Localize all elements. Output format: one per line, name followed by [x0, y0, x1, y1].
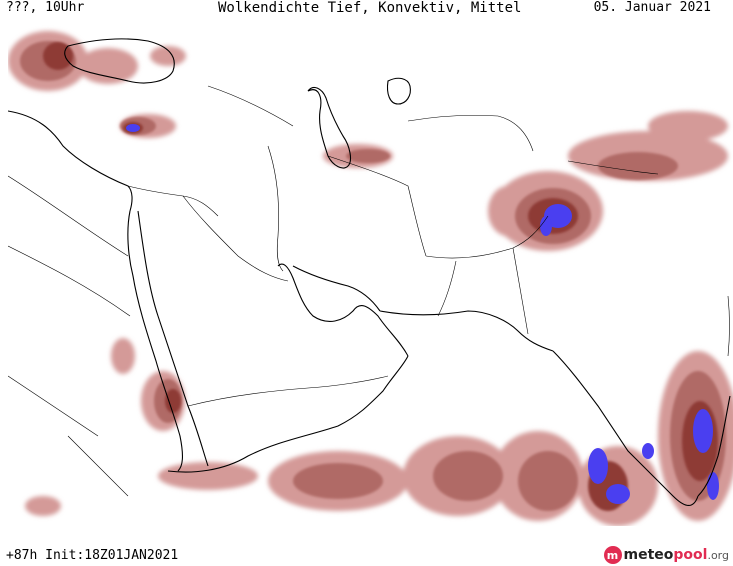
run-info: +87h Init:18Z01JAN2021	[6, 548, 179, 563]
logo-text-org: .org	[707, 548, 729, 562]
cloud-density-layer	[8, 31, 733, 526]
cloud-max-areas	[126, 124, 719, 504]
meteopool-logo[interactable]: m meteo pool .org	[603, 545, 729, 565]
meteopool-logo-icon: m	[603, 546, 622, 564]
map-title: Wolkendichte Tief, Konvektiv, Mittel	[218, 0, 522, 16]
forecast-time-label: ???, 10Uhr	[6, 0, 85, 15]
weather-map	[8, 31, 733, 526]
cloud-light-areas	[8, 31, 733, 526]
logo-text-pool: pool	[673, 547, 708, 563]
forecast-date: 05. Januar 2021	[593, 0, 711, 15]
logo-text-meteo: meteo	[623, 547, 674, 563]
cloud-medium-areas	[20, 41, 726, 511]
country-borders	[8, 85, 730, 497]
coastlines	[8, 38, 731, 506]
cloud-dense-areas	[43, 42, 718, 511]
